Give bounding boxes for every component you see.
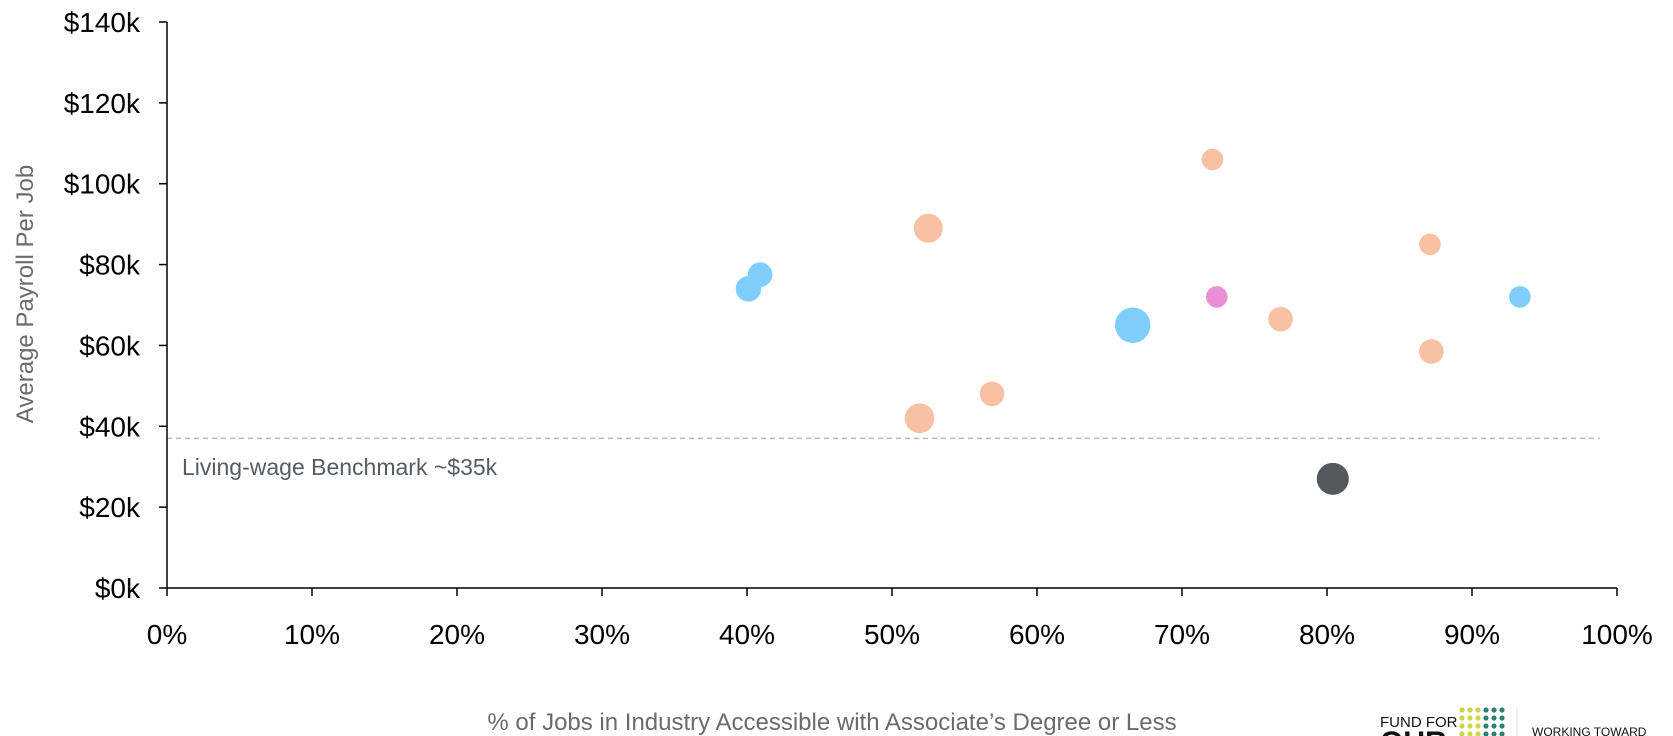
logo-dot [1499, 707, 1505, 713]
logo-line2: OUR [1380, 726, 1447, 736]
logo-dot [1491, 731, 1497, 736]
y-tick-label: $140k [64, 7, 141, 38]
logo-dot [1467, 707, 1473, 713]
y-tick-label: $100k [64, 169, 141, 200]
data-bubble [913, 213, 943, 243]
y-axis-title: Average Payroll Per Job [12, 165, 39, 423]
data-bubble [1114, 307, 1151, 343]
logo-dot [1459, 707, 1465, 713]
data-bubble [747, 262, 773, 287]
x-tick-label: 0% [147, 619, 187, 650]
logo-dot [1499, 715, 1505, 721]
logo-dot [1499, 723, 1505, 729]
data-bubble [1419, 339, 1444, 364]
data-bubble [904, 403, 935, 434]
logo-dot [1467, 715, 1473, 721]
logo-dot [1467, 723, 1473, 729]
logo-dot [1499, 731, 1505, 736]
data-bubble [1419, 233, 1441, 256]
x-tick-label: 80% [1299, 619, 1355, 650]
y-tick-label: $60k [79, 330, 141, 361]
logo-dot [1491, 723, 1497, 729]
logo-dot [1483, 707, 1489, 713]
logo-dot [1475, 715, 1481, 721]
x-tick-label: 60% [1009, 619, 1065, 650]
x-tick-label: 40% [719, 619, 775, 650]
logo-dot [1467, 731, 1473, 736]
logo-line1: FUND FOR [1380, 714, 1458, 731]
logo-dot [1483, 731, 1489, 736]
logo-dot [1491, 715, 1497, 721]
logo-dot [1459, 723, 1465, 729]
logo-dot [1475, 707, 1481, 713]
data-bubble [979, 381, 1005, 407]
x-tick-label: 50% [864, 619, 920, 650]
logo-dots-mark [1459, 707, 1505, 736]
data-bubble [1201, 148, 1224, 171]
y-tick-label: $0k [95, 573, 141, 604]
y-tick-label: $20k [79, 492, 141, 523]
logo-tagline: WORKING TOWARD [1532, 725, 1647, 736]
logo-dot [1475, 731, 1481, 736]
x-axis-title: % of Jobs in Industry Accessible with As… [487, 709, 1176, 736]
logo-dot [1483, 723, 1489, 729]
x-tick-label: 20% [429, 619, 485, 650]
data-bubble [1316, 462, 1349, 495]
logo-dot [1483, 715, 1489, 721]
logo-dot [1475, 723, 1481, 729]
logo-dot [1459, 715, 1465, 721]
logo-dot [1491, 707, 1497, 713]
data-bubble [1509, 286, 1531, 308]
y-tick-label: $40k [79, 411, 141, 442]
x-tick-label: 90% [1444, 619, 1500, 650]
logo: FUND FOR OUR WORKING TOWARD [1380, 707, 1647, 736]
x-tick-label: 30% [574, 619, 630, 650]
benchmark-label: Living-wage Benchmark ~$35k [182, 454, 498, 480]
y-tick-label: $120k [64, 88, 141, 119]
x-tick-label: 10% [284, 619, 340, 650]
logo-dot [1459, 731, 1465, 736]
x-tick-label: 70% [1154, 619, 1210, 650]
x-tick-label: 100% [1581, 619, 1653, 650]
y-tick-label: $80k [79, 250, 141, 281]
data-bubble [1268, 306, 1293, 332]
data-bubble [1206, 286, 1228, 308]
